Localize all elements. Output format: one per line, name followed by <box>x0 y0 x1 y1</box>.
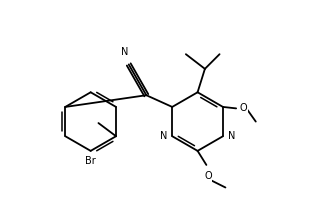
Text: Br: Br <box>85 156 96 166</box>
Text: O: O <box>240 103 248 113</box>
Text: N: N <box>160 131 167 141</box>
Text: O: O <box>204 171 211 181</box>
Text: N: N <box>228 131 236 141</box>
Text: N: N <box>121 47 129 57</box>
